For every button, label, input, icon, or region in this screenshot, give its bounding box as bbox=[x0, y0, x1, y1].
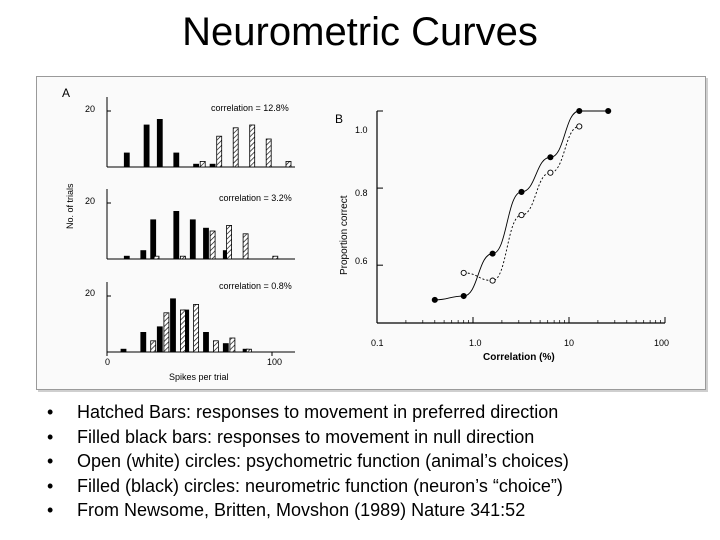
psychometric-curve bbox=[463, 125, 580, 282]
panel-b-xtick-01: 0.1 bbox=[371, 338, 384, 348]
panel-b-ytick-06: 0.6 bbox=[355, 256, 368, 266]
filled-bar bbox=[173, 210, 180, 260]
panel-a-xtick-100: 100 bbox=[267, 357, 282, 367]
bullet-dot: • bbox=[47, 426, 54, 447]
panel-a-subplot-3-annotation: correlation = 0.8% bbox=[219, 281, 292, 291]
bullet-dot: • bbox=[47, 402, 54, 422]
filled-bar bbox=[150, 219, 157, 260]
panel-b-plot bbox=[376, 107, 666, 324]
filled-bar bbox=[156, 119, 163, 168]
hatched-bar bbox=[232, 127, 239, 168]
panel-a-xtick-0: 0 bbox=[105, 357, 110, 367]
bullet-text: From Newsome, Britten, Movshon (1989) Na… bbox=[77, 500, 526, 520]
neurometric-point bbox=[460, 292, 467, 300]
panel-b-label: B bbox=[335, 112, 343, 126]
bullet-list: • Hatched Bars: responses to movement in … bbox=[42, 400, 712, 523]
hatched-bar bbox=[229, 337, 236, 353]
figure-svg: A No. of trials Spikes per trial 20 20 2… bbox=[62, 86, 669, 382]
bullet-text: Filled black bars: responses to movement… bbox=[77, 426, 535, 447]
neurometric-point bbox=[431, 296, 438, 303]
bullet-text: Open (white) circles: psychometric funct… bbox=[77, 451, 569, 471]
filled-bar bbox=[222, 343, 229, 353]
panel-b-ytick-08: 0.8 bbox=[355, 188, 368, 198]
panel-a-ylabel: No. of trials bbox=[65, 183, 75, 229]
page-title: Neurometric Curves bbox=[182, 10, 538, 54]
filled-bar bbox=[203, 331, 209, 353]
filled-bar bbox=[123, 255, 130, 260]
psychometric-point bbox=[576, 123, 583, 130]
filled-bar bbox=[123, 152, 130, 168]
neurometric-point bbox=[576, 107, 583, 115]
filled-bar bbox=[209, 163, 216, 168]
hatched-bar bbox=[249, 124, 256, 168]
bullet-item: • Open (white) circles: psychometric func… bbox=[42, 449, 712, 474]
hatched-bar bbox=[163, 312, 170, 353]
panel-a-plot bbox=[106, 97, 295, 356]
bullet-text: Filled (black) circles: neurometric func… bbox=[77, 475, 563, 496]
neurometric-point bbox=[489, 250, 496, 257]
hatched-bar bbox=[179, 255, 186, 260]
panel-b-xtick-100: 100 bbox=[654, 338, 669, 348]
hatched-bar bbox=[226, 224, 233, 260]
hatched-bar bbox=[153, 255, 160, 260]
hatched-bar bbox=[272, 255, 279, 260]
panel-b-ylabel: Proportion correct bbox=[339, 195, 350, 275]
neurometric-point bbox=[518, 188, 525, 195]
panel-a-subplot-1-ytick: 20 bbox=[85, 104, 95, 114]
hatched-bar bbox=[193, 303, 200, 353]
filled-bar bbox=[140, 331, 147, 353]
filled-bar bbox=[120, 348, 127, 353]
filled-bar bbox=[170, 298, 176, 353]
panel-a-subplot-2-ytick: 20 bbox=[85, 196, 95, 206]
panel-a-subplot-3-ytick: 20 bbox=[85, 288, 95, 298]
hatched-bar bbox=[216, 135, 223, 168]
bullet-dot: • bbox=[47, 475, 54, 496]
bullet-dot: • bbox=[47, 500, 54, 520]
neurometric-point bbox=[605, 107, 612, 115]
hatched-bar bbox=[245, 348, 252, 353]
filled-bar bbox=[143, 124, 150, 168]
hatched-bar bbox=[150, 340, 157, 353]
hatched-bar bbox=[209, 230, 216, 260]
hatched-bar bbox=[242, 233, 249, 260]
neurometric-curve bbox=[434, 110, 609, 301]
panel-b-ytick-1: 1.0 bbox=[355, 125, 368, 135]
filled-bar bbox=[156, 326, 163, 353]
figure-neurometric-curves: A No. of trials Spikes per trial 20 20 2… bbox=[36, 76, 706, 390]
hatched-bar bbox=[285, 161, 292, 168]
hatched-bar bbox=[212, 340, 219, 353]
hatched-bar bbox=[199, 161, 206, 168]
bullet-item: • Filled (black) circles: neurometric fun… bbox=[42, 474, 712, 499]
panel-b-xtick-10: 10 bbox=[564, 338, 574, 348]
panel-a-subplot-2-annotation: correlation = 3.2% bbox=[219, 193, 292, 203]
psychometric-point bbox=[547, 169, 554, 176]
hatched-bar bbox=[179, 309, 186, 353]
panel-a-label: A bbox=[62, 86, 70, 100]
panel-a-xlabel: Spikes per trial bbox=[169, 372, 229, 382]
neurometric-point bbox=[547, 154, 554, 161]
filled-bar bbox=[193, 163, 200, 168]
filled-bar bbox=[173, 152, 180, 168]
psychometric-point bbox=[460, 269, 467, 276]
panel-b-xtick-1: 1.0 bbox=[469, 338, 482, 348]
hatched-bar bbox=[265, 138, 272, 168]
psychometric-point bbox=[489, 277, 496, 284]
psychometric-point bbox=[518, 212, 525, 219]
bullet-item: • Hatched Bars: responses to movement in … bbox=[42, 400, 712, 425]
filled-bar bbox=[189, 219, 196, 260]
bullet-item: • Filled black bars: responses to movemen… bbox=[42, 425, 712, 450]
panel-a-subplot-1-annotation: correlation = 12.8% bbox=[211, 103, 289, 113]
bullet-item: • From Newsome, Britten, Movshon (1989) N… bbox=[42, 498, 712, 523]
bullet-dot: • bbox=[47, 451, 54, 471]
filled-bar bbox=[203, 227, 209, 260]
panel-b-xlabel: Correlation (%) bbox=[483, 352, 555, 363]
bullet-text: Hatched Bars: responses to movement in p… bbox=[77, 402, 559, 422]
filled-bar bbox=[140, 250, 147, 260]
